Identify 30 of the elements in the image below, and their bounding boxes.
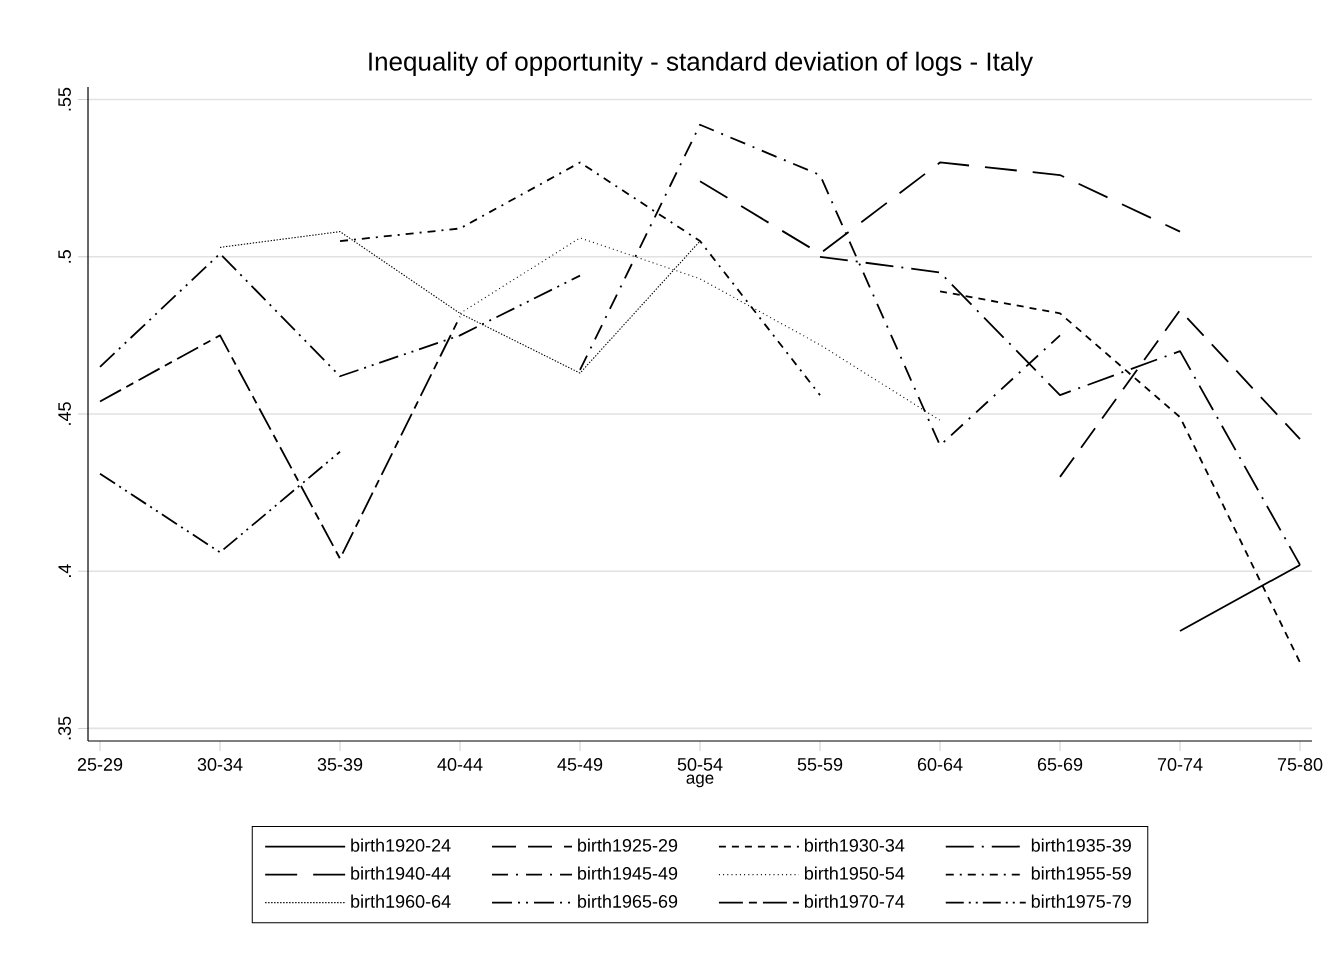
- x-tick-label: 65-69: [1037, 758, 1083, 771]
- x-tick-label: 30-34: [197, 758, 243, 771]
- legend-label: birth1960-64: [351, 894, 451, 908]
- legend-label: birth1920-24: [351, 838, 451, 852]
- legend-label: birth1930-34: [804, 838, 905, 852]
- x-tick-label: 25-29: [77, 758, 123, 771]
- y-tick-label: .55: [58, 87, 71, 111]
- y-tick-label: .4: [58, 564, 71, 578]
- x-tick-label: 45-49: [557, 758, 603, 771]
- x-tick-label: 75-80: [1277, 758, 1323, 771]
- x-axis-title: age: [686, 774, 714, 788]
- y-tick-label: .45: [58, 402, 71, 425]
- legend-label: birth1950-54: [804, 866, 905, 880]
- x-tick-label: 55-59: [797, 758, 843, 771]
- x-tick-label: 50-54: [677, 758, 723, 771]
- x-tick-label: 40-44: [437, 758, 483, 771]
- y-tick-label: .5: [58, 250, 71, 263]
- x-tick-label: 35-39: [317, 758, 363, 771]
- legend-label: birth1940-44: [351, 866, 451, 880]
- legend-label: birth1970-74: [804, 894, 905, 908]
- chart-title: Inequality of opportunity - standard deviation of logs - Italy: [369, 51, 1033, 76]
- legend-label: birth1965-69: [578, 894, 678, 908]
- x-tick-label: 70-74: [1157, 758, 1203, 771]
- y-tick-label: .35: [58, 716, 71, 740]
- legend-label: birth1925-29: [578, 838, 678, 852]
- legend-label: birth1975-79: [1031, 894, 1131, 908]
- legend-label: birth1935-39: [1031, 838, 1131, 852]
- legend-label: birth1955-59: [1031, 866, 1131, 880]
- legend-label: birth1945-49: [578, 866, 678, 880]
- x-tick-label: 60-64: [917, 758, 963, 771]
